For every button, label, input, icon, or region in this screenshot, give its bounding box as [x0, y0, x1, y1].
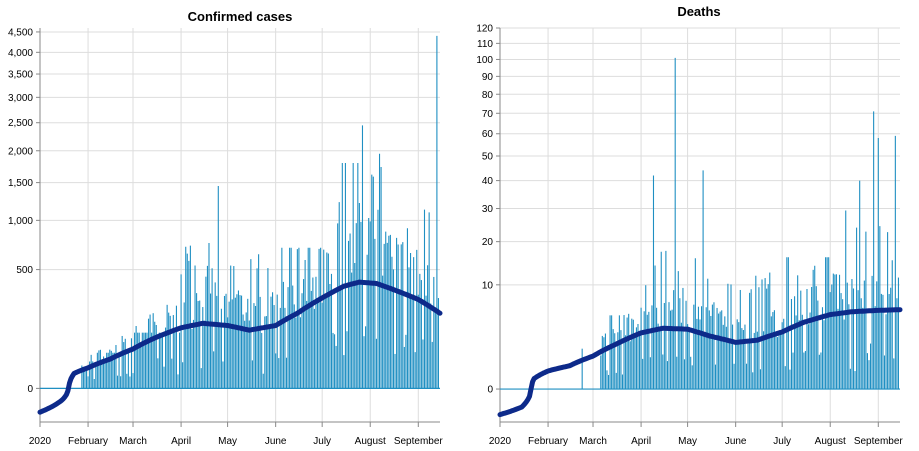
y-tick-label: 4,000: [8, 48, 33, 59]
y-tick-label: 3,500: [8, 70, 33, 81]
y-tick-label: 2,500: [8, 118, 33, 129]
y-tick-label: 500: [16, 265, 33, 276]
x-tick-label: June: [265, 436, 287, 447]
y-tick-label: 1,500: [8, 178, 33, 189]
x-tick-label: March: [579, 436, 607, 447]
x-tick-label: August: [355, 436, 386, 447]
trend-line: [37, 279, 443, 415]
x-tick-label: May: [678, 436, 697, 447]
chart-title: Confirmed cases: [188, 9, 293, 24]
y-tick-label: 100: [476, 55, 493, 66]
y-tick-label: 90: [482, 72, 494, 83]
x-tick-label: July: [773, 436, 791, 447]
trend-line: [497, 307, 903, 418]
x-tick-label: May: [218, 436, 237, 447]
daily-bars: [81, 35, 439, 389]
x-tick-label: February: [528, 436, 568, 447]
chart-title: Deaths: [677, 4, 720, 19]
y-tick-label: 0: [27, 384, 33, 395]
x-tick-label: August: [815, 436, 846, 447]
y-tick-label: 4,500: [8, 27, 33, 38]
y-tick-label: 60: [482, 129, 494, 140]
y-tick-label: 2,000: [8, 146, 33, 157]
y-tick-label: 3,000: [8, 93, 33, 104]
x-tick-label: 2020: [489, 436, 512, 447]
y-tick-label: 110: [477, 39, 493, 50]
y-tick-label: 80: [482, 90, 494, 101]
x-tick-label: June: [725, 436, 747, 447]
x-tick-label: September: [394, 436, 444, 447]
confirmed-cases-panel: Confirmed cases 0 500 1,000 1,500 2,000 2,500 3…: [8, 9, 443, 447]
y-tick-label: 70: [482, 109, 494, 120]
x-tick-label: July: [313, 436, 331, 447]
y-tick-label: 0: [487, 385, 493, 396]
x-tick-label: September: [854, 436, 904, 447]
y-tick-label: 50: [482, 151, 494, 162]
deaths-panel: Deaths 0 10 20 30 40 50 60 70 80 90 100 110 120 2020 Fe…: [476, 4, 903, 447]
y-tick-label: 40: [482, 176, 494, 187]
x-tick-label: March: [119, 436, 147, 447]
y-tick-label: 120: [476, 24, 493, 35]
y-tick-label: 1,000: [8, 216, 33, 227]
x-tick-label: 2020: [29, 436, 52, 447]
y-tick-label: 20: [482, 237, 494, 248]
x-tick-label: April: [631, 436, 651, 447]
x-tick-label: February: [68, 436, 108, 447]
y-tick-label: 30: [482, 204, 494, 215]
y-tick-label: 10: [482, 280, 494, 291]
x-tick-label: April: [171, 436, 191, 447]
